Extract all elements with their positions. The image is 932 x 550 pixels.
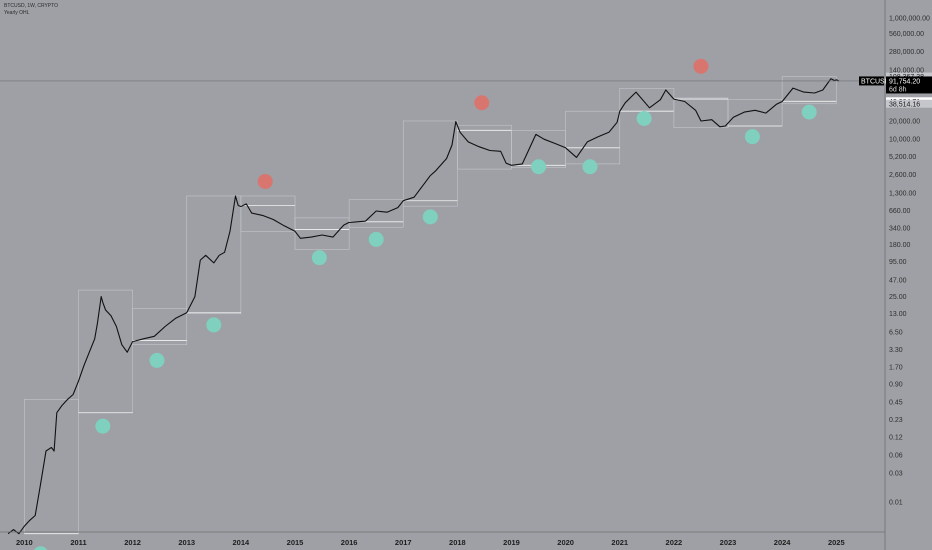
year-tick-label: 2021 xyxy=(611,538,628,547)
price-tick-label: 6.50 xyxy=(889,329,903,336)
year-tick-label: 2018 xyxy=(449,538,466,547)
bottom-marker-8 xyxy=(531,159,547,175)
price-tick-label: 47.00 xyxy=(889,277,907,284)
year-tick-label: 2023 xyxy=(720,538,737,547)
yearly-box-2013 xyxy=(186,195,242,315)
price-tick-label: 13.00 xyxy=(889,311,907,318)
price-tick-label: 0.45 xyxy=(889,400,903,407)
price-tick-label: 1.70 xyxy=(889,365,903,372)
bottom-marker-1 xyxy=(34,546,48,550)
cycle-markers xyxy=(34,58,817,550)
price-tick-label: 1,300.00 xyxy=(889,190,916,197)
symbol-tag: BTCUSD xyxy=(861,78,890,85)
price-tick-label: 340.00 xyxy=(889,225,911,232)
year-tick-label: 2022 xyxy=(666,538,683,547)
symbol-tag-bg xyxy=(859,76,884,86)
year-tick-label: 2012 xyxy=(124,538,141,547)
yearly-box-2012 xyxy=(132,307,188,345)
price-tick-label: 0.01 xyxy=(889,500,903,507)
yearly-box-2024 xyxy=(781,76,837,105)
price-tick-label: 560,000.00 xyxy=(889,31,924,38)
year-tick-label: 2025 xyxy=(828,538,845,547)
bottom-marker-2 xyxy=(95,418,111,434)
bottom-marker-4 xyxy=(206,317,222,333)
price-tick-label: 10,000.00 xyxy=(889,137,920,144)
yearly-box-2015 xyxy=(294,217,350,250)
year-tick-label: 2013 xyxy=(178,538,195,547)
year-tick-label: 2015 xyxy=(287,538,304,547)
price-tick-label: 0.03 xyxy=(889,471,903,478)
indicator-name: Yearly OHL xyxy=(4,10,30,16)
bar-countdown-tag: 6d 8h xyxy=(889,86,907,93)
year-tick-label: 2020 xyxy=(557,538,574,547)
last-price-tag-bg xyxy=(886,76,932,94)
symbol-info: BTCUSD, 1W, CRYPTO xyxy=(4,3,58,9)
btc-price-line xyxy=(7,78,840,535)
yearly-box-2014 xyxy=(240,195,296,232)
year-tick-label: 2010 xyxy=(16,538,33,547)
last-price-tag: 91,754.20 xyxy=(889,78,920,85)
bottom-marker-7 xyxy=(422,209,438,225)
price-tick-label: 140,000.00 xyxy=(889,67,924,74)
price-tick-label: 0.90 xyxy=(889,381,903,388)
bottom-marker-12 xyxy=(801,104,817,120)
year-tick-label: 2011 xyxy=(70,538,86,547)
year-tick-label: 2019 xyxy=(503,538,520,547)
price-tick-label: 25.00 xyxy=(889,294,907,301)
bottom-marker-3 xyxy=(149,352,165,368)
price-tick-label: 2,600.00 xyxy=(889,172,916,179)
yearly-low-tag-bg xyxy=(886,99,932,108)
price-tick-label: 180.00 xyxy=(889,242,911,249)
year-tick-label: 2017 xyxy=(395,538,412,547)
year-tick-label: 2024 xyxy=(774,538,792,547)
year-tick-label: 2014 xyxy=(233,538,251,547)
bottom-marker-11 xyxy=(744,129,760,145)
year-tick-label: 2016 xyxy=(341,538,358,547)
price-tick-label: 20,000.00 xyxy=(889,118,920,125)
top-marker-3 xyxy=(693,58,709,74)
bottom-marker-6 xyxy=(368,231,384,247)
price-tick-label: 0.12 xyxy=(889,434,903,441)
price-tick-label: 95.00 xyxy=(889,259,907,266)
top-marker-1 xyxy=(257,173,273,189)
yearly-low-tag: 38,514.16 xyxy=(889,101,920,108)
price-tick-label: 5,200.00 xyxy=(889,154,916,161)
price-tick-label: 3.30 xyxy=(889,347,903,354)
bottom-marker-5 xyxy=(311,250,327,266)
top-marker-2 xyxy=(474,95,490,111)
time-axis[interactable]: 2010 2011 2012 2013 2014 2015 2016 2017 2018 2019… xyxy=(0,531,885,547)
price-tick-label: 0.06 xyxy=(889,453,903,460)
yearly-box-2016 xyxy=(348,199,404,228)
price-tick-label: 1,000,000.00 xyxy=(889,16,930,23)
bottom-marker-10 xyxy=(636,110,652,126)
price-tick-label: 0.23 xyxy=(889,417,903,424)
price-series xyxy=(7,78,840,535)
bottom-marker-9 xyxy=(582,159,598,175)
price-tick-label: 660.00 xyxy=(889,208,911,215)
price-tick-label: 280,000.00 xyxy=(889,49,924,56)
price-axis[interactable]: 1,000,000.00 560,000.00 280,000.00 140,000.… xyxy=(884,0,930,550)
